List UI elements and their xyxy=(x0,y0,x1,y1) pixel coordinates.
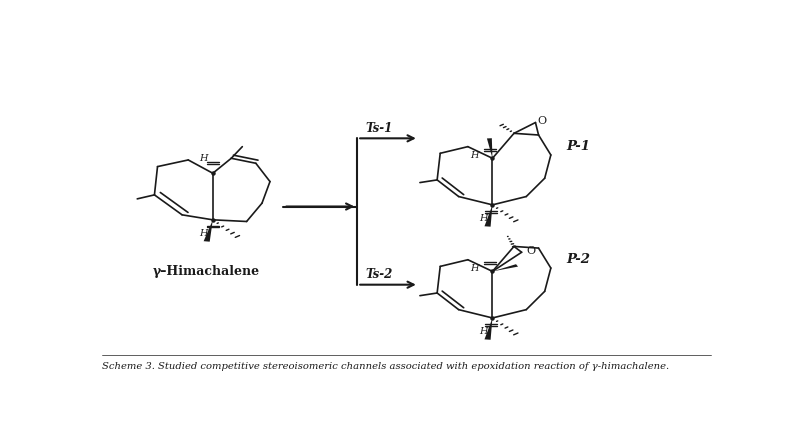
Text: P-1: P-1 xyxy=(566,140,591,153)
Text: γ–Himachalene: γ–Himachalene xyxy=(153,265,260,278)
Text: Scheme 3. Studied competitive stereoisomeric channels associated with epoxidatio: Scheme 3. Studied competitive stereoisom… xyxy=(102,362,669,371)
Polygon shape xyxy=(492,264,518,271)
Text: H: H xyxy=(479,327,488,336)
Text: O: O xyxy=(537,116,546,126)
Text: P-2: P-2 xyxy=(566,253,591,266)
Polygon shape xyxy=(487,138,492,158)
Text: H: H xyxy=(469,151,478,160)
Polygon shape xyxy=(485,318,492,340)
Text: Ts-2: Ts-2 xyxy=(365,268,393,281)
Text: H: H xyxy=(199,229,208,238)
Text: H: H xyxy=(479,214,488,222)
Polygon shape xyxy=(485,205,492,227)
Text: H: H xyxy=(469,264,478,273)
Text: Ts-1: Ts-1 xyxy=(365,122,393,135)
Text: H: H xyxy=(199,154,208,163)
Polygon shape xyxy=(204,220,213,241)
Text: O: O xyxy=(527,246,535,256)
